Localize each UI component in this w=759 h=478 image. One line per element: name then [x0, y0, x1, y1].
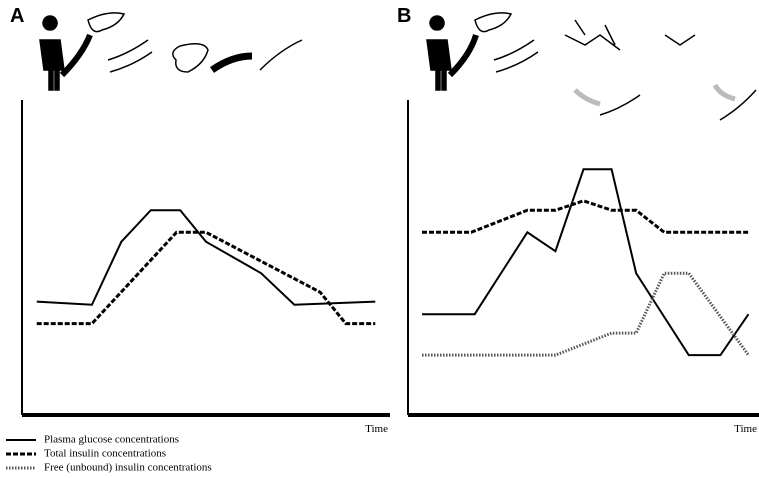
page: A B Time Time Plasma glucose concentration…	[0, 0, 759, 478]
panel-label: A	[10, 5, 24, 27]
legend-label: Total insulin concentrations	[44, 448, 166, 460]
icons-b	[427, 13, 756, 120]
x-axis-label: Time	[734, 423, 757, 435]
series-line	[422, 169, 748, 355]
legend-label: Plasma glucose concentrations	[44, 434, 179, 446]
legend-label: Free (unbound) insulin concentrations	[44, 462, 212, 474]
series-line	[37, 232, 376, 323]
series-line	[37, 210, 376, 305]
series-line	[422, 201, 748, 233]
icons-a	[40, 13, 302, 90]
panel-label: B	[397, 5, 411, 27]
x-axis-label: Time	[365, 423, 388, 435]
figure: A B Time Time Plasma glucose concentration…	[0, 0, 759, 478]
